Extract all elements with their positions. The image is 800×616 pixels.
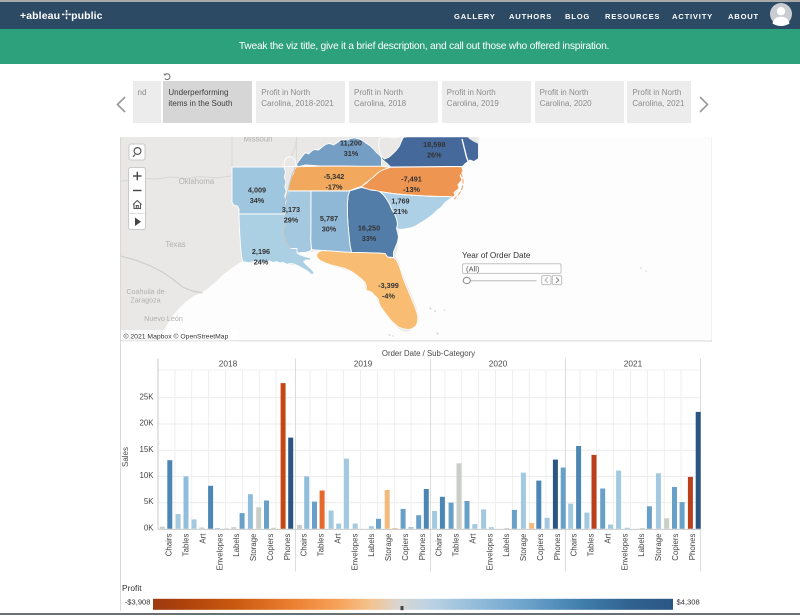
svg-text:2,196: 2,196 xyxy=(251,247,269,256)
svg-text:Tables: Tables xyxy=(586,533,595,556)
svg-text:2018: 2018 xyxy=(218,359,237,369)
svg-text:Labels: Labels xyxy=(232,533,241,556)
svg-text:Envelopes: Envelopes xyxy=(215,533,224,570)
svg-text:-17%: -17% xyxy=(325,182,343,191)
svg-text:-$3,908: -$3,908 xyxy=(124,598,150,607)
svg-text:1,769: 1,769 xyxy=(391,196,409,205)
svg-text:Storage: Storage xyxy=(384,533,393,561)
svg-text:Chairs: Chairs xyxy=(164,533,173,556)
svg-text:5K: 5K xyxy=(143,497,153,506)
svg-text:Art: Art xyxy=(468,533,477,544)
svg-text:-13%: -13% xyxy=(402,185,420,194)
svg-text:-3,399: -3,399 xyxy=(378,281,399,290)
svg-text:Tables: Tables xyxy=(181,533,190,556)
svg-text:24%: 24% xyxy=(253,257,268,266)
svg-text:Order Date / Sub-Category: Order Date / Sub-Category xyxy=(381,349,474,358)
svg-text:30%: 30% xyxy=(321,224,336,233)
svg-text:Coahuila de: Coahuila de xyxy=(126,287,164,296)
svg-text:2020: 2020 xyxy=(488,359,507,369)
svg-text:Chairs: Chairs xyxy=(434,533,443,556)
svg-text:Zaragoza: Zaragoza xyxy=(130,296,160,305)
svg-text:$4,308: $4,308 xyxy=(676,598,699,607)
svg-text:Storage: Storage xyxy=(249,533,258,561)
svg-text:Phones: Phones xyxy=(552,533,561,560)
svg-text:4,009: 4,009 xyxy=(247,185,265,194)
svg-text:3,173: 3,173 xyxy=(281,205,299,214)
svg-text:2021: 2021 xyxy=(623,359,642,369)
svg-text:(All): (All) xyxy=(466,264,480,273)
svg-text:2019: 2019 xyxy=(353,359,372,369)
svg-text:Year of Order Date: Year of Order Date xyxy=(462,251,531,260)
svg-text:Nuevo León: Nuevo León xyxy=(144,314,183,323)
svg-text:Envelopes: Envelopes xyxy=(350,533,359,570)
svg-text:Missouri: Missouri xyxy=(243,137,272,144)
svg-text:31%: 31% xyxy=(343,149,358,158)
svg-text:18,598: 18,598 xyxy=(423,140,445,149)
svg-text:Labels: Labels xyxy=(502,533,511,556)
svg-text:26%: 26% xyxy=(426,150,441,159)
svg-text:33%: 33% xyxy=(361,234,376,243)
svg-text:Labels: Labels xyxy=(367,533,376,556)
svg-text:Envelopes: Envelopes xyxy=(485,533,494,570)
svg-text:Art: Art xyxy=(333,533,342,544)
svg-text:Storage: Storage xyxy=(519,533,528,561)
svg-text:Copiers: Copiers xyxy=(265,533,274,560)
svg-text:Storage: Storage xyxy=(654,533,663,561)
svg-text:29%: 29% xyxy=(283,215,298,224)
svg-text:Phones: Phones xyxy=(417,533,426,560)
svg-text:Copiers: Copiers xyxy=(535,533,544,560)
svg-text:Texas: Texas xyxy=(165,240,185,249)
svg-text:-4%: -4% xyxy=(382,291,395,300)
svg-text:Copiers: Copiers xyxy=(670,533,679,560)
svg-text:© 2021 Mapbox © OpenStreetMap: © 2021 Mapbox © OpenStreetMap xyxy=(123,332,228,340)
svg-text:16,250: 16,250 xyxy=(357,223,379,232)
svg-text:Profit: Profit xyxy=(122,583,142,593)
svg-text:-7,491: -7,491 xyxy=(401,174,422,183)
svg-text:Art: Art xyxy=(603,533,612,544)
svg-text:5,787: 5,787 xyxy=(319,214,337,223)
svg-text:Sales: Sales xyxy=(121,447,130,467)
svg-text:Phones: Phones xyxy=(687,533,696,560)
svg-text:Oklahoma: Oklahoma xyxy=(178,177,214,186)
svg-text:34%: 34% xyxy=(249,196,264,205)
svg-text:-5,342: -5,342 xyxy=(323,172,344,181)
svg-text:Tables: Tables xyxy=(451,533,460,556)
svg-text:0K: 0K xyxy=(143,523,153,532)
svg-text:11,200: 11,200 xyxy=(340,138,362,147)
svg-text:Copiers: Copiers xyxy=(400,533,409,560)
svg-text:10K: 10K xyxy=(139,471,154,480)
svg-text:15K: 15K xyxy=(139,445,154,454)
svg-text:21%: 21% xyxy=(393,207,408,216)
svg-text:20K: 20K xyxy=(139,419,154,428)
svg-text:Phones: Phones xyxy=(282,533,291,560)
svg-text:Chairs: Chairs xyxy=(569,533,578,556)
svg-text:Art: Art xyxy=(198,533,207,544)
svg-text:25K: 25K xyxy=(139,392,154,401)
svg-text:Tables: Tables xyxy=(316,533,325,556)
svg-text:Envelopes: Envelopes xyxy=(620,533,629,570)
svg-text:Chairs: Chairs xyxy=(299,533,308,556)
svg-text:Labels: Labels xyxy=(637,533,646,556)
